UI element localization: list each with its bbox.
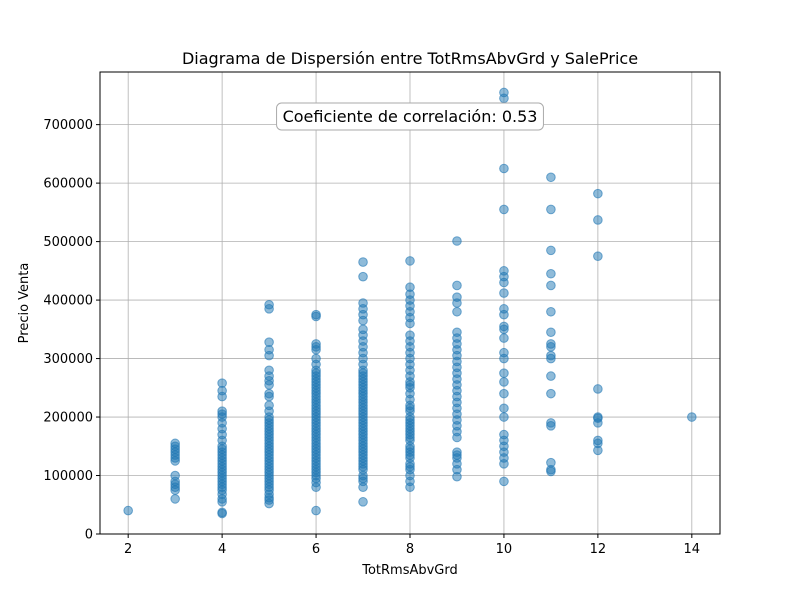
scatter-point	[499, 304, 509, 314]
x-tick-label: 12	[590, 542, 607, 557]
y-tick-label: 100000	[43, 469, 93, 484]
scatter-point	[358, 271, 368, 282]
scatter-point	[452, 280, 462, 291]
scatter-point	[546, 204, 556, 215]
scatter-point	[405, 256, 415, 266]
y-tick-label: 200000	[43, 411, 93, 426]
x-axis-label: TotRmsAbvGrd	[361, 563, 458, 578]
scatter-point	[593, 435, 603, 446]
scatter-point	[358, 324, 368, 335]
scatter-point	[452, 292, 462, 302]
scatter-point	[499, 476, 509, 487]
scatter-point	[170, 470, 180, 481]
scatter-point	[499, 429, 509, 440]
y-tick-label: 700000	[43, 118, 93, 133]
x-tick-label: 6	[312, 542, 320, 557]
axis-ticks: 2 4 6 8 10 12 14 0 100000 200000 300000 400000 50000…	[43, 118, 700, 557]
scatter-point	[170, 438, 180, 449]
y-tick-label: 400000	[43, 294, 93, 309]
scatter-point	[217, 507, 227, 518]
scatter-point	[499, 377, 509, 387]
scatter-point	[546, 371, 556, 381]
chart-title: Diagrama de Dispersión entre TotRmsAbvGr…	[182, 49, 638, 68]
scatter-point	[358, 298, 368, 308]
scatter-point	[546, 457, 556, 468]
y-tick-label: 0	[85, 528, 93, 543]
x-tick-label: 2	[124, 542, 132, 557]
scatter-point	[217, 378, 227, 388]
scatter-point	[405, 282, 415, 293]
scatter-point	[546, 327, 556, 338]
scatter-point	[546, 350, 556, 361]
scatter-point	[546, 418, 556, 428]
scatter-point	[499, 288, 509, 298]
x-tick-label: 8	[406, 542, 414, 557]
scatter-point	[499, 412, 509, 422]
y-tick-label: 600000	[43, 177, 93, 192]
scatter-point	[405, 330, 415, 340]
scatter-point	[264, 337, 274, 347]
y-axis-label: Precio Venta	[17, 263, 32, 344]
scatter-point	[546, 388, 556, 399]
x-tick-label: 10	[496, 542, 513, 557]
scatter-point	[499, 347, 509, 358]
scatter-point	[499, 388, 509, 399]
scatter-point	[593, 384, 603, 394]
scatter-point	[546, 306, 556, 317]
scatter-point	[217, 406, 227, 416]
scatter-point	[499, 403, 509, 414]
scatter-point	[546, 339, 556, 349]
scatter-point	[311, 309, 321, 320]
scatter-point	[452, 306, 462, 317]
scatter-point	[546, 245, 556, 256]
x-tick-label: 14	[684, 542, 701, 557]
x-tick-label: 4	[218, 542, 226, 557]
scatter-point	[687, 412, 697, 422]
scatter-point	[546, 268, 556, 279]
y-tick-label: 300000	[43, 352, 93, 367]
scatter-point	[452, 327, 462, 338]
data-points	[123, 87, 697, 519]
scatter-point	[593, 188, 603, 199]
scatter-point	[452, 236, 462, 246]
correlation-annotation: Coeficiente de correlación: 0.53	[276, 102, 544, 131]
y-tick-label: 500000	[43, 235, 93, 250]
scatter-point	[311, 339, 321, 349]
scatter-point	[264, 388, 274, 399]
scatter-point	[593, 412, 603, 422]
scatter-point	[499, 266, 509, 276]
scatter-point	[358, 257, 368, 267]
scatter-point	[499, 368, 509, 378]
scatter-point	[358, 497, 368, 507]
scatter-point	[593, 251, 603, 262]
scatter-point	[311, 353, 321, 364]
annotation-box	[276, 102, 544, 131]
scatter-point	[499, 163, 509, 174]
scatter-point	[452, 447, 462, 457]
scatter-point	[499, 321, 509, 332]
scatter-point	[499, 333, 509, 343]
scatter-point	[264, 400, 274, 411]
scatter-point	[170, 494, 180, 504]
scatter-point	[264, 299, 274, 310]
scatter-point	[311, 505, 321, 516]
scatter-point	[264, 365, 274, 376]
scatter-point	[593, 215, 603, 225]
scatter-point	[499, 204, 509, 215]
scatter-point	[499, 87, 509, 98]
scatter-point	[123, 505, 133, 516]
scatter-point	[546, 172, 556, 183]
annotation-text: Coeficiente de correlación: 0.53	[283, 107, 538, 126]
scatter-point	[546, 280, 556, 291]
